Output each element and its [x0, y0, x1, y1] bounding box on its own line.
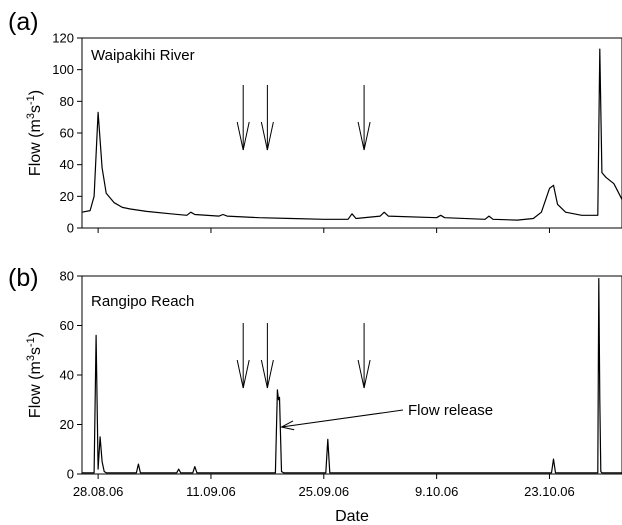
flow-release-arrowhead [280, 420, 295, 431]
y-tick-label: 100 [52, 62, 74, 77]
x-tick-label: 9.10.06 [415, 484, 458, 499]
y-tick-label: 20 [60, 189, 74, 204]
panel-a-flow-line [81, 48, 622, 221]
x-tick-label: 23.10.06 [524, 484, 575, 499]
x-tick-label: 11.09.06 [186, 484, 236, 499]
panel-b-flow-line [82, 277, 622, 474]
event-arrow-head [357, 121, 371, 151]
panel-a-y-axis: 0 20 40 60 80 100 120 [52, 31, 82, 236]
y-tick-label: 80 [60, 269, 74, 284]
event-arrow-head [236, 121, 250, 151]
y-tick-label: 80 [60, 94, 74, 109]
y-tick-label: 20 [60, 417, 74, 432]
panel-b-xlabel: Date [335, 508, 369, 525]
panel-b-label: (b) [8, 264, 39, 292]
y-tick-label: 40 [60, 157, 74, 172]
y-tick-label: 120 [52, 31, 74, 46]
panel-a-ylabel: Flow (m3s-1) [25, 90, 44, 176]
y-tick-label: 0 [67, 221, 74, 236]
event-arrow-head [236, 359, 250, 389]
x-tick-label: 25.09.06 [298, 484, 349, 499]
event-arrow-head [260, 359, 274, 389]
event-arrow-head [357, 359, 371, 389]
y-tick-label: 0 [67, 467, 74, 482]
panel-b: (b) Rangipo Reach Flow (m3s-1) 0 20 40 60 80… [8, 264, 622, 525]
y-tick-label: 60 [60, 318, 74, 333]
y-tick-label: 60 [60, 126, 74, 141]
y-tick-label: 40 [60, 368, 74, 383]
panel-a-label: (a) [8, 8, 39, 36]
panel-a-event-arrows [236, 85, 371, 151]
panel-b-title: Rangipo Reach [91, 293, 194, 310]
event-arrow-head [260, 121, 274, 151]
panel-a-title: Waipakihi River [91, 47, 195, 64]
x-tick-label: 28.08.06 [73, 484, 124, 499]
panel-b-event-arrows [236, 323, 371, 389]
panel-b-ylabel: Flow (m3s-1) [25, 332, 44, 418]
flow-release-pointer [281, 409, 404, 428]
panel-a: (a) Waipakihi River Flow (m3s-1) 0 20 40 60… [8, 8, 622, 236]
panel-a-x-axis [97, 228, 550, 233]
panel-a-plot-frame [81, 37, 622, 229]
panel-b-y-axis: 0 20 40 60 80 [60, 269, 82, 482]
panel-b-x-axis: 28.08.06 11.09.06 25.09.06 9.10.06 23.10.06 [73, 474, 575, 499]
flow-release-annotation: Flow release [408, 402, 493, 419]
